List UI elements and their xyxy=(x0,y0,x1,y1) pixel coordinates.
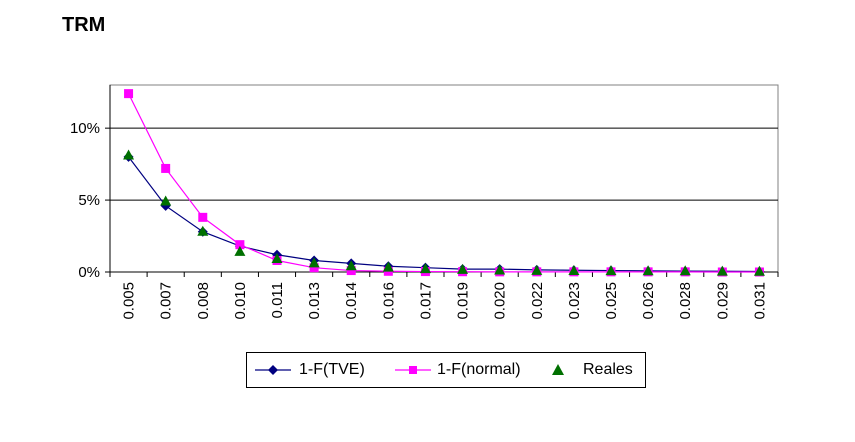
grid-layer xyxy=(110,127,778,201)
legend-swatch-reales xyxy=(552,364,564,375)
data-point-reales xyxy=(345,260,357,271)
x-tick-label: 0.010 xyxy=(232,282,249,320)
data-point-reales xyxy=(642,265,654,276)
legend-swatch-tve xyxy=(255,365,291,375)
data-point-reales xyxy=(234,245,246,256)
data-point-reales xyxy=(160,195,172,206)
data-point-normal xyxy=(235,240,245,250)
legend: 1-F(TVE) 1-F(normal) Reales xyxy=(246,352,646,388)
data-point-reales xyxy=(531,264,543,275)
y-tick-label: 5% xyxy=(78,192,100,209)
data-point-normal xyxy=(309,263,319,273)
data-point-reales xyxy=(123,149,135,160)
data-point-reales xyxy=(271,253,283,264)
data-point-normal xyxy=(198,212,208,222)
label-layer: 0% 5% 10% 0.005 0.007 0.008 0.010 0.011 0.013 0.0… xyxy=(70,120,768,319)
legend-label-tve: 1-F(TVE) xyxy=(299,361,365,378)
x-tick-label: 0.022 xyxy=(529,282,546,320)
series-layer xyxy=(123,89,765,277)
x-tick-label: 0.028 xyxy=(677,282,694,320)
data-point-normal xyxy=(124,89,134,99)
data-point-reales xyxy=(419,263,431,274)
data-point-normal xyxy=(346,266,356,276)
data-point-reales xyxy=(716,265,728,276)
x-tick-label: 0.031 xyxy=(751,282,768,320)
data-point-reales xyxy=(753,265,765,276)
legend-swatch-normal xyxy=(395,366,431,374)
data-point-reales xyxy=(568,264,580,275)
legend-label-reales: Reales xyxy=(583,361,633,378)
x-tick-label: 0.020 xyxy=(492,282,509,320)
y-tick-label: 10% xyxy=(70,120,100,137)
x-tick-label: 0.029 xyxy=(714,282,731,320)
x-tick-label: 0.005 xyxy=(121,282,138,320)
x-tick-label: 0.011 xyxy=(269,282,286,318)
data-point-reales xyxy=(197,225,209,236)
legend-label-normal: 1-F(normal) xyxy=(437,361,521,378)
x-tick-label: 0.026 xyxy=(640,282,657,320)
y-tick-label: 0% xyxy=(78,264,100,281)
data-point-reales xyxy=(457,263,469,274)
x-tick-label: 0.017 xyxy=(417,282,434,320)
x-tick-label: 0.019 xyxy=(455,282,472,320)
series-line-1 xyxy=(128,93,760,273)
x-tick-label: 0.007 xyxy=(158,282,175,320)
x-tick-label: 0.008 xyxy=(195,282,212,320)
data-point-normal xyxy=(161,163,171,173)
data-point-reales xyxy=(308,257,320,268)
data-point-reales xyxy=(679,265,691,276)
x-tick-label: 0.025 xyxy=(603,282,620,320)
chart-title: TRM xyxy=(62,14,106,36)
x-tick-label: 0.013 xyxy=(306,282,323,320)
x-tick-label: 0.016 xyxy=(380,282,397,320)
x-tick-label: 0.014 xyxy=(343,282,360,320)
data-point-reales xyxy=(382,261,394,272)
data-point-reales xyxy=(605,265,617,276)
series-line-0 xyxy=(128,156,760,273)
plot-area xyxy=(109,84,779,273)
x-tick-label: 0.023 xyxy=(566,282,583,320)
data-point-reales xyxy=(494,264,506,275)
